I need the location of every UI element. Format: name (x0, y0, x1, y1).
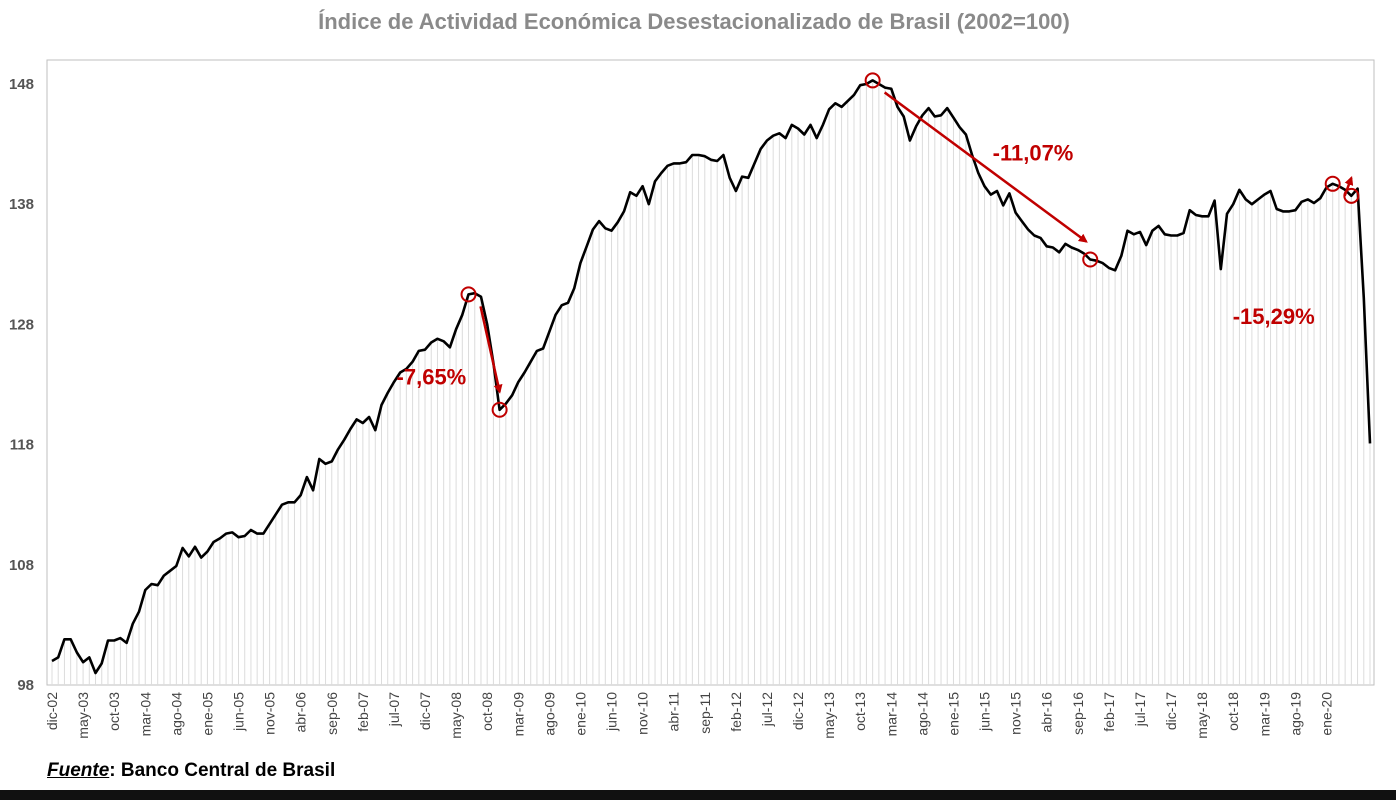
annotation-arrow (883, 91, 1088, 243)
y-axis: 98 108 118 128 138 148 (9, 76, 34, 694)
y-tick-label: 138 (9, 196, 34, 213)
x-tick-label: jul-17 (1132, 692, 1148, 727)
x-tick-label: jul-07 (386, 692, 402, 727)
x-tick-label: feb-17 (1101, 692, 1117, 732)
x-tick-label: ago-19 (1287, 692, 1303, 736)
x-tick-label: sep-06 (324, 692, 340, 735)
x-tick-label: mar-04 (137, 692, 153, 737)
series-line (51, 79, 1372, 675)
x-tick-label: may-13 (821, 692, 837, 739)
x-tick-label: feb-12 (728, 692, 744, 732)
x-tick-label: may-03 (75, 692, 91, 739)
x-tick-label: oct-18 (1225, 692, 1241, 731)
annotation-end-marker (491, 401, 508, 418)
x-tick-label: nov-05 (262, 692, 278, 735)
chart-title: Índice de Actividad Económica Desestacio… (318, 9, 1070, 34)
x-tick-label: sep-11 (697, 692, 713, 734)
x-tick-label: dic-02 (44, 692, 60, 730)
annotation-label: -15,29% (1233, 304, 1315, 329)
x-tick-label: ago-04 (168, 692, 184, 736)
bottom-bar (0, 790, 1396, 800)
x-tick-label: abr-06 (293, 692, 309, 733)
annotation-start-marker (864, 72, 881, 89)
annotation-start-marker (460, 286, 477, 303)
annotation-label: -7,65% (397, 364, 467, 389)
x-tick-label: jul-12 (759, 692, 775, 727)
x-tick-label: oct-03 (106, 692, 122, 731)
y-tick-label: 98 (17, 677, 34, 694)
x-tick-label: oct-08 (479, 692, 495, 731)
x-tick-label: ene-20 (1318, 692, 1334, 736)
x-tick-label: ago-09 (541, 692, 557, 736)
x-tick-label: ene-15 (945, 692, 961, 736)
x-tick-label: sep-16 (1070, 692, 1086, 735)
x-tick-label: oct-13 (852, 692, 868, 731)
annotation-end-marker (1082, 251, 1099, 268)
x-tick-label: jun-05 (231, 692, 247, 732)
x-tick-label: abr-11 (666, 692, 682, 732)
annotations: -7,65% -11,07% -15,29% (397, 72, 1360, 418)
x-tick-label: abr-16 (1039, 692, 1055, 733)
source-label: Fuente (47, 760, 110, 781)
x-tick-label: jun-10 (604, 692, 620, 732)
y-tick-label: 148 (9, 76, 34, 93)
source-note: Fuente: Banco Central de Brasil (47, 760, 335, 782)
y-tick-label: 108 (9, 557, 34, 574)
x-tick-label: ene-05 (199, 692, 215, 736)
y-tick-label: 118 (10, 437, 34, 454)
x-tick-label: dic-12 (790, 692, 806, 730)
annotation-label: -11,07% (993, 140, 1074, 165)
x-tick-label: nov-15 (1008, 692, 1024, 735)
y-tick-label: 128 (9, 316, 34, 333)
area-fill (51, 80, 1371, 685)
annotation-arrow (479, 306, 503, 394)
x-tick-label: mar-14 (883, 692, 899, 737)
x-tick-label: may-08 (448, 692, 464, 739)
x-axis: dic-02 may-03 oct-03 mar-04 ago-04 ene-05 jun-… (44, 692, 1334, 739)
x-tick-label: jun-15 (977, 692, 993, 732)
x-tick-label: mar-19 (1256, 692, 1272, 737)
x-tick-label: may-18 (1194, 692, 1210, 739)
x-tick-label: mar-09 (510, 692, 526, 737)
x-tick-label: dic-17 (1163, 692, 1179, 730)
x-tick-label: ene-10 (572, 692, 588, 736)
x-tick-label: nov-10 (635, 692, 651, 735)
annotation-end-marker (1343, 187, 1360, 204)
x-tick-label: dic-07 (417, 692, 433, 730)
annotation-start-marker (1324, 175, 1341, 192)
source-text: : Banco Central de Brasil (109, 760, 336, 781)
annotation-arrow (1343, 175, 1354, 197)
x-tick-label: feb-07 (355, 692, 371, 732)
x-tick-label: ago-14 (914, 692, 930, 736)
